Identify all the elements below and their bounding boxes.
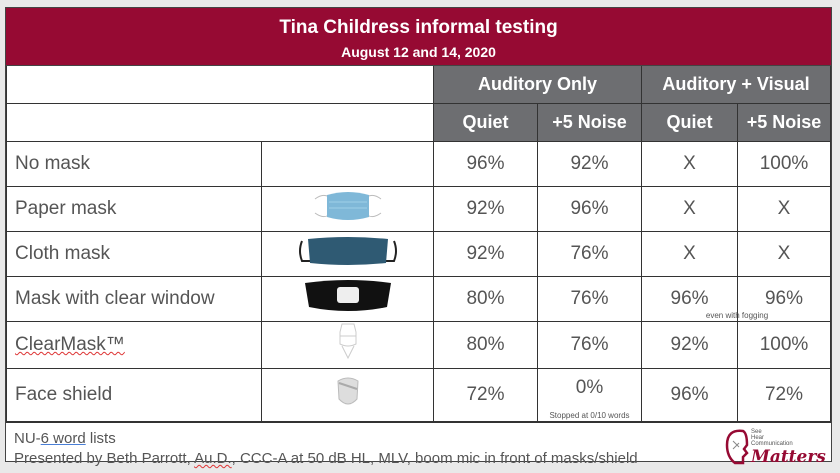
cell: 92% bbox=[641, 321, 739, 369]
subheader-quiet: Quiet bbox=[641, 103, 739, 142]
row-label: Cloth mask bbox=[6, 231, 262, 277]
cell-value: 0% bbox=[575, 377, 604, 398]
row-label: Paper mask bbox=[6, 186, 262, 232]
footer-line-2: Presented by Beth Parrott, Au.D., CCC-A … bbox=[14, 450, 638, 467]
clear-window-mask-image bbox=[261, 276, 434, 322]
cell: 96% bbox=[536, 186, 643, 232]
footer-line-1: NU-6 word lists bbox=[14, 430, 116, 447]
table-row: Paper mask 92% 96% X X bbox=[6, 186, 831, 232]
table-row: Mask with clear window 80% 76% 96% even w… bbox=[6, 276, 831, 322]
clearmask-image bbox=[261, 321, 434, 369]
subheader-quiet: Quiet bbox=[433, 103, 538, 142]
face-shield-image bbox=[261, 368, 434, 422]
title: Tina Childress informal testing bbox=[279, 17, 558, 38]
cell: 0% Stopped at 0/10 words bbox=[536, 368, 643, 422]
row-label: Mask with clear window bbox=[6, 276, 262, 322]
cell: 72% bbox=[433, 368, 538, 422]
cell-note: even with fogging bbox=[705, 311, 769, 320]
row-label: ClearMask™ bbox=[6, 321, 262, 369]
cell: X bbox=[737, 231, 831, 277]
paper-mask-image bbox=[261, 186, 434, 232]
cloth-mask-image bbox=[261, 231, 434, 277]
empty-header bbox=[6, 66, 434, 104]
cell: X bbox=[641, 186, 739, 232]
logo: See Hear Communication Matters bbox=[723, 427, 826, 469]
cell: 100% bbox=[737, 141, 831, 187]
table-row: No mask 96% 92% X 100% bbox=[6, 141, 831, 187]
results-table: Tina Childress informal testing August 1… bbox=[5, 7, 832, 467]
subheader-noise: +5 Noise bbox=[737, 103, 831, 142]
cell: X bbox=[737, 186, 831, 232]
mask-image-empty bbox=[261, 141, 434, 187]
subtitle: August 12 and 14, 2020 bbox=[341, 44, 496, 60]
row-label: Face shield bbox=[6, 368, 262, 422]
cell-note: Stopped at 0/10 words bbox=[549, 411, 630, 420]
cell: 100% bbox=[737, 321, 831, 369]
table-row: ClearMask™ 80% 76% 92% 100% bbox=[6, 321, 831, 369]
empty-header bbox=[6, 103, 434, 142]
cell: 96% bbox=[433, 141, 538, 187]
cell: 76% bbox=[536, 321, 643, 369]
cell: 96% even with fogging bbox=[641, 276, 768, 322]
cell-value: 96% bbox=[670, 288, 709, 309]
table-title: Tina Childress informal testing August 1… bbox=[6, 8, 831, 66]
cell: 92% bbox=[433, 231, 538, 277]
footer: NU-6 word lists Presented by Beth Parrot… bbox=[6, 422, 831, 471]
cell: 80% bbox=[433, 276, 538, 322]
cell: 96% bbox=[641, 368, 739, 422]
cell: X bbox=[641, 231, 739, 277]
table-row: Cloth mask 92% 76% X X bbox=[6, 231, 831, 277]
cell: 80% bbox=[433, 321, 538, 369]
table-row: Face shield 72% 0% Stopped at 0/10 words … bbox=[6, 368, 831, 422]
subheader-noise: +5 Noise bbox=[536, 103, 643, 142]
cell: X bbox=[641, 141, 739, 187]
cell: 72% bbox=[737, 368, 831, 422]
group-auditory-visual: Auditory + Visual bbox=[641, 66, 831, 104]
head-profile-icon bbox=[725, 429, 749, 465]
cell: 76% bbox=[536, 231, 643, 277]
cell: 92% bbox=[536, 141, 643, 187]
row-label: No mask bbox=[6, 141, 262, 187]
cell: 76% bbox=[536, 276, 643, 322]
cell: 92% bbox=[433, 186, 538, 232]
cell: 96% bbox=[737, 276, 831, 322]
group-auditory-only: Auditory Only bbox=[432, 66, 643, 104]
